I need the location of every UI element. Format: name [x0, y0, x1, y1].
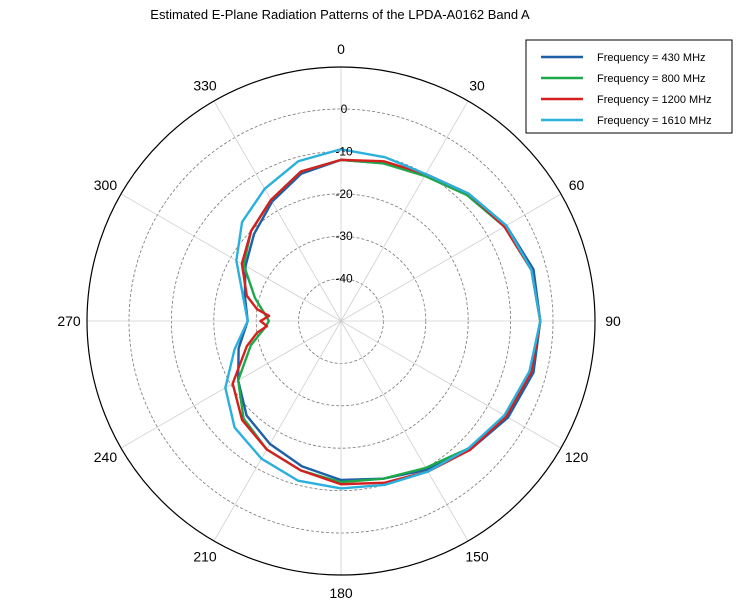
radial-tick-label: -40 [335, 272, 353, 286]
grid-spoke [340, 193, 562, 322]
angle-tick-label: 120 [565, 449, 589, 465]
angle-tick-label: 0 [337, 41, 345, 57]
angle-tick-label: 150 [465, 549, 489, 565]
angle-tick-label: 90 [605, 313, 621, 329]
chart-title: Estimated E-Plane Radiation Patterns of … [150, 7, 530, 22]
radial-tick-label: -30 [335, 229, 353, 243]
legend-entry: Frequency = 800 MHz [597, 73, 706, 85]
outer-circle [86, 66, 596, 576]
angle-tick-label: 180 [329, 585, 353, 601]
legend-entry: Frequency = 1610 MHz [597, 115, 712, 127]
grid-spoke [213, 320, 342, 542]
label-layer: 0 30 60 90 120 150 180 210 240 270 300 330 0 -10 -20 -3… [57, 41, 621, 601]
legend: Frequency = 430 MHz Frequency = 800 MHz Fr… [525, 39, 733, 134]
legend-box [525, 39, 733, 134]
radial-tick-label: -20 [335, 187, 353, 201]
series-line-4 [224, 148, 542, 490]
series-layer [224, 148, 542, 490]
grid-spoke [340, 100, 469, 322]
radial-tick-label: 0 [341, 102, 348, 116]
grid-spoke [213, 100, 342, 322]
grid-spoke [120, 320, 342, 449]
radial-tick-label: -10 [335, 144, 353, 158]
angle-tick-label: 300 [94, 177, 118, 193]
legend-entry: Frequency = 430 MHz [597, 52, 706, 64]
grid-spoke [340, 320, 469, 542]
angle-tick-label: 60 [569, 177, 585, 193]
grid-spoke [340, 320, 562, 449]
angle-tick-label: 30 [469, 77, 485, 93]
angle-tick-label: 330 [193, 77, 217, 93]
polar-grid [86, 66, 596, 576]
grid-spoke [120, 193, 342, 322]
angle-tick-label: 270 [57, 313, 81, 329]
legend-entry: Frequency = 1200 MHz [597, 94, 712, 106]
angle-tick-label: 240 [94, 449, 118, 465]
angle-tick-label: 210 [193, 549, 217, 565]
